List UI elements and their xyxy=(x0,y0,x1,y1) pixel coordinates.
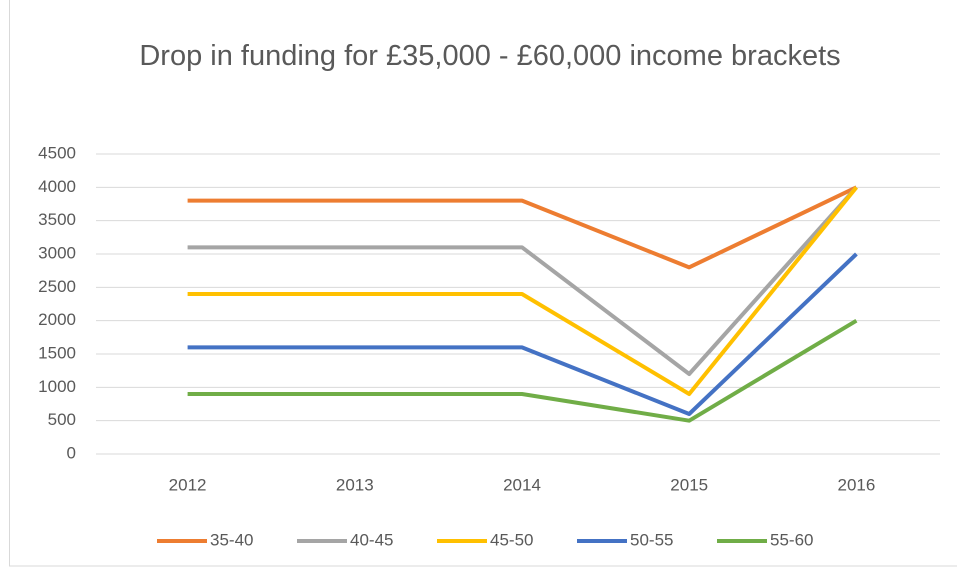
series-line xyxy=(187,185,858,270)
y-tick-label: 4500 xyxy=(38,143,76,162)
y-tick-label: 500 xyxy=(48,410,76,429)
y-tick-label: 2500 xyxy=(38,277,76,296)
series-line xyxy=(187,252,858,416)
x-tick-label: 2012 xyxy=(169,475,207,494)
series-line xyxy=(187,186,858,396)
series-line xyxy=(187,318,858,423)
y-tick-label: 2000 xyxy=(38,310,76,329)
y-tick-label: 0 xyxy=(67,443,76,462)
legend-label: 40-45 xyxy=(350,530,393,549)
y-tick-label: 4000 xyxy=(38,177,76,196)
x-tick-label: 2014 xyxy=(503,475,541,494)
series-line xyxy=(187,185,858,376)
y-tick-label: 3000 xyxy=(38,243,76,262)
legend-label: 55-60 xyxy=(770,530,813,549)
x-tick-label: 2015 xyxy=(670,475,708,494)
legend-label: 45-50 xyxy=(490,530,533,549)
legend-label: 35-40 xyxy=(210,530,253,549)
legend-label: 50-55 xyxy=(630,530,673,549)
chart-border xyxy=(9,0,957,567)
chart-title: Drop in funding for £35,000 - £60,000 in… xyxy=(139,40,841,72)
y-tick-label: 1500 xyxy=(38,343,76,362)
x-tick-label: 2016 xyxy=(837,475,875,494)
y-tick-label: 3500 xyxy=(38,210,76,229)
x-tick-label: 2013 xyxy=(336,475,374,494)
y-tick-label: 1000 xyxy=(38,377,76,396)
